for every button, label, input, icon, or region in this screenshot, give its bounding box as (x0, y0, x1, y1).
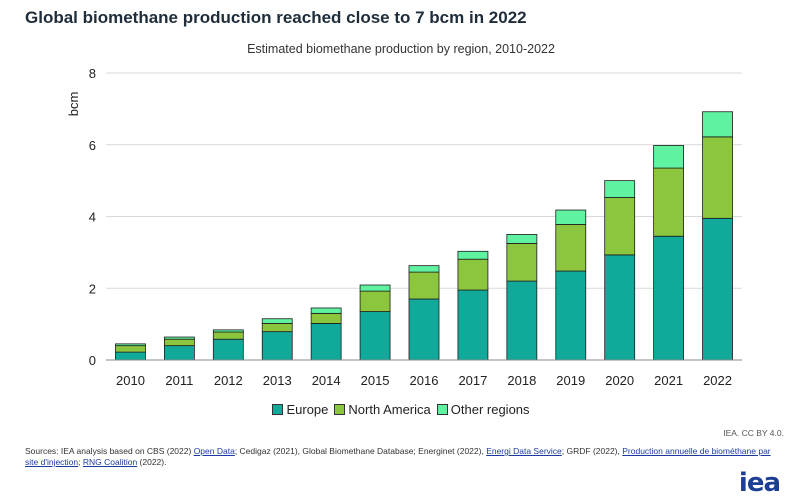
y-axis-ticks: 0 2 4 6 8 (89, 66, 96, 368)
bar-other-regions-2011 (163, 336, 195, 340)
sources-text-1: ; Cedigaz (2021), Global Biomethane Data… (234, 446, 487, 456)
bar-north-america-2011 (163, 338, 195, 347)
bar-europe-2012 (212, 338, 244, 361)
chart-title: Global biomethane production reached clo… (25, 8, 527, 27)
legend-swatch-europe (272, 404, 284, 415)
bar-europe-2015 (359, 311, 391, 361)
bar-north-america-2016 (408, 271, 440, 300)
bar-europe-2016 (408, 298, 440, 361)
bar-north-america-2021 (653, 167, 685, 237)
iea-logo: iea (738, 468, 781, 498)
bar-north-america-2017 (457, 258, 489, 291)
gridlines (106, 72, 742, 289)
bar-north-america-2019 (555, 223, 587, 272)
x-tick-label: 2015 (361, 373, 390, 388)
x-tick-label: 2013 (263, 373, 292, 388)
legend-label-north-america: North America (348, 402, 431, 417)
x-tick-label: 2021 (654, 373, 683, 388)
bar-other-regions-2019 (555, 209, 587, 225)
x-tick-label: 2014 (312, 373, 341, 388)
sources-prefix: Sources: IEA analysis based on CBS (2022… (25, 446, 194, 456)
y-tick-label: 2 (89, 281, 96, 296)
x-tick-label: 2018 (507, 373, 536, 388)
y-tick-label: 6 (89, 138, 96, 153)
bar-europe-2019 (555, 270, 587, 361)
bar-other-regions-2022 (702, 111, 733, 138)
legend: Europe North America Other regions (0, 402, 802, 417)
bar-north-america-2012 (212, 331, 244, 340)
bar-north-america-2022 (702, 136, 733, 219)
bar-europe-2022 (702, 217, 733, 361)
legend-swatch-other-regions (436, 404, 448, 415)
bar-north-america-2020 (604, 197, 636, 256)
bar-europe-2010 (115, 351, 146, 361)
bar-europe-2014 (310, 323, 342, 361)
x-tick-label: 2020 (605, 373, 634, 388)
bar-other-regions-2012 (212, 329, 244, 333)
bar-other-regions-2017 (457, 250, 489, 260)
link-energi-data-service[interactable]: Energi Data Service (486, 446, 562, 456)
bar-europe-2021 (653, 235, 685, 361)
chart-subtitle: Estimated biomethane production by regio… (247, 42, 555, 56)
bar-other-regions-2020 (604, 180, 636, 198)
legend-item-europe: Europe (272, 402, 328, 417)
bar-europe-2017 (457, 289, 489, 361)
bar-other-regions-2010 (115, 343, 146, 347)
sources-text-3: ; (78, 457, 83, 467)
bar-other-regions-2014 (310, 307, 342, 314)
bar-north-america-2015 (359, 290, 391, 312)
legend-swatch-north-america (334, 404, 346, 415)
link-rng-coalition[interactable]: RNG Coalition (82, 457, 138, 467)
bar-north-america-2013 (261, 323, 293, 333)
x-tick-label: 2022 (703, 373, 732, 388)
legend-item-other-regions: Other regions (436, 402, 530, 417)
sources-text-2: ; GRDF (2022), (561, 446, 623, 456)
sources-note: Sources: IEA analysis based on CBS (2022… (25, 446, 785, 468)
bar-other-regions-2018 (506, 234, 538, 244)
bar-europe-2013 (261, 331, 293, 361)
bar-other-regions-2016 (408, 265, 440, 273)
y-tick-label: 0 (89, 353, 96, 368)
legend-label-other-regions: Other regions (450, 402, 530, 417)
x-tick-label: 2016 (410, 373, 439, 388)
bars (115, 111, 733, 361)
y-tick-label: 8 (89, 66, 96, 81)
bar-other-regions-2021 (653, 145, 685, 169)
license-credit: IEA. CC BY 4.0. (723, 428, 784, 438)
y-axis-label: bcm (66, 92, 81, 117)
x-tick-label: 2011 (165, 373, 193, 388)
x-tick-label: 2019 (556, 373, 585, 388)
bar-other-regions-2013 (261, 318, 293, 324)
bar-north-america-2014 (310, 312, 342, 324)
y-tick-label: 4 (89, 210, 96, 225)
link-open-data[interactable]: Open Data (193, 446, 235, 456)
bar-europe-2018 (506, 280, 538, 361)
bar-north-america-2018 (506, 243, 538, 282)
bar-europe-2020 (604, 254, 636, 361)
bar-north-america-2010 (115, 345, 146, 353)
bar-europe-2011 (163, 345, 195, 361)
sources-end: (2022). (137, 457, 167, 467)
x-axis-ticks: 2010 2011 2012 2013 2014 2015 2016 2017 2018 2019… (116, 373, 732, 388)
link-production-annuelle[interactable]: Production annuelle de biométhane par si… (25, 446, 771, 467)
legend-label-europe: Europe (286, 402, 329, 417)
bar-other-regions-2015 (359, 284, 391, 292)
x-tick-label: 2017 (458, 373, 487, 388)
x-tick-label: 2012 (214, 373, 243, 388)
legend-item-north-america: North America (334, 402, 431, 417)
x-tick-label: 2010 (116, 373, 145, 388)
